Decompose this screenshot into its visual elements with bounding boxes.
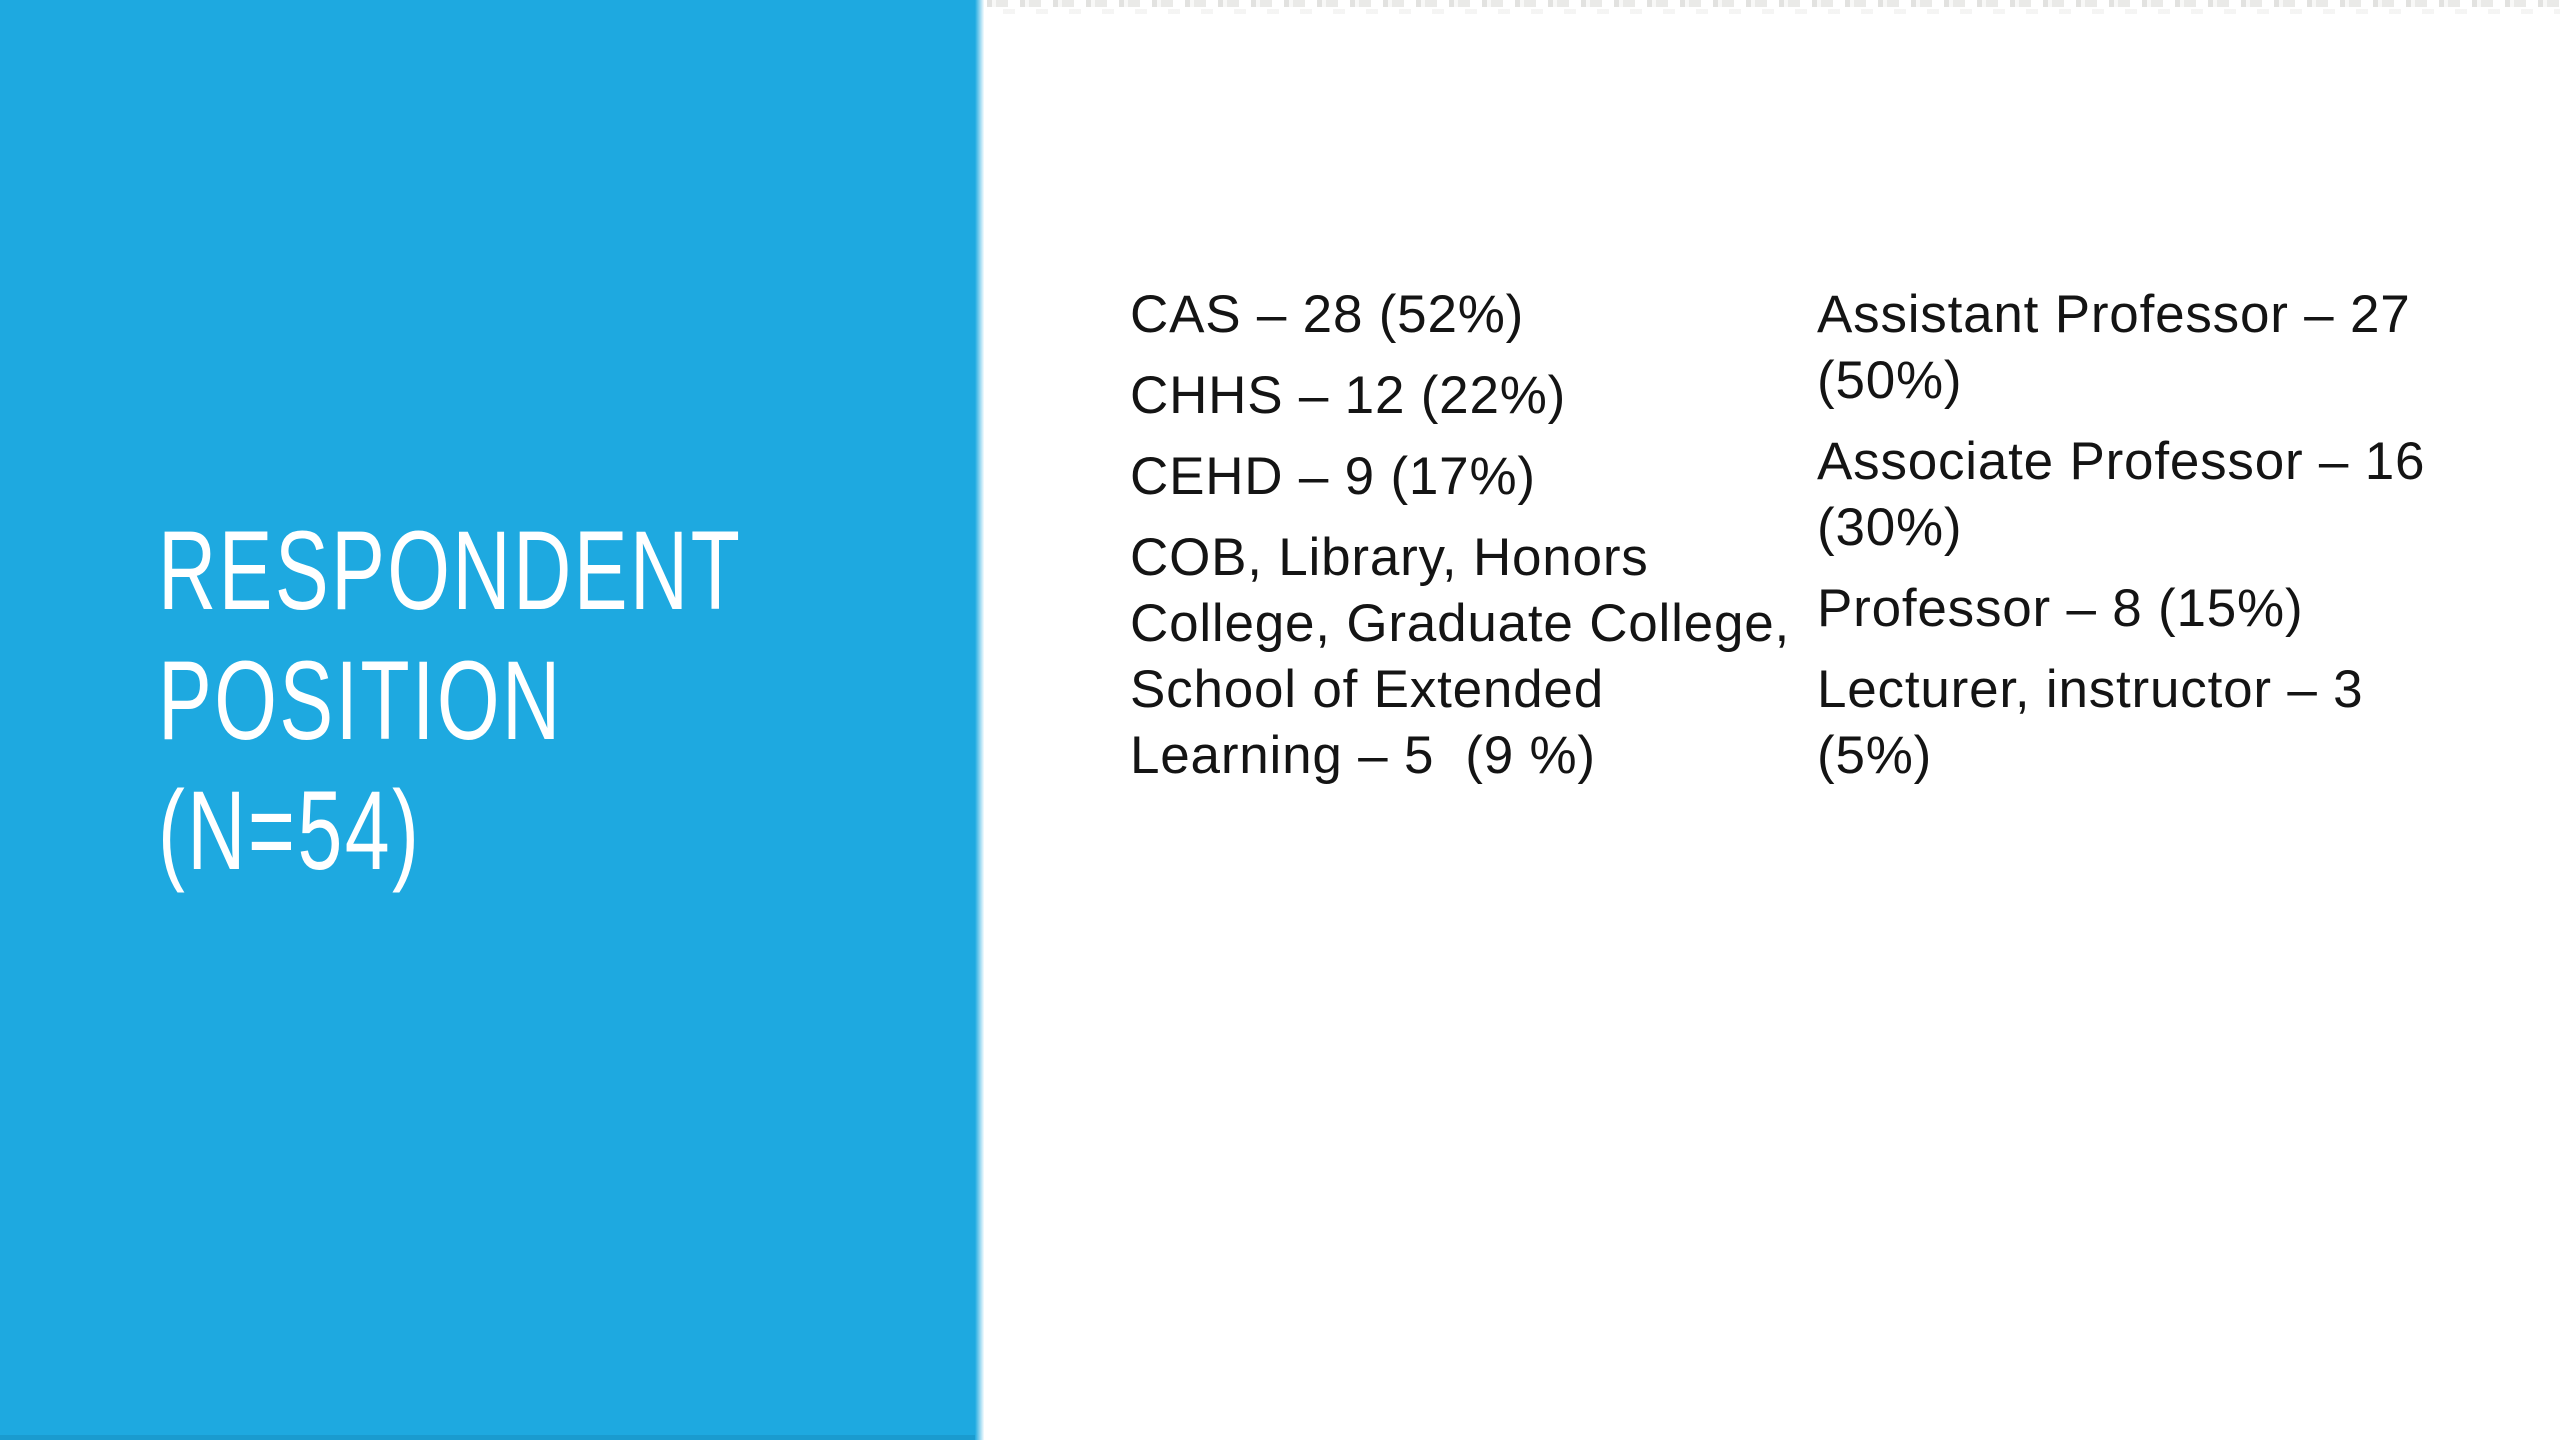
text-line: Lecturer, instructor – 3 xyxy=(1817,660,2364,719)
list-item: COB, Library, Honors College, Graduate Co… xyxy=(1130,525,1790,789)
text-line: Assistant Professor – 27 xyxy=(1817,285,2411,344)
text-line: (30%) xyxy=(1817,498,1963,557)
text-line: School of Extended xyxy=(1130,660,1604,719)
text-line: (50%) xyxy=(1817,351,1963,410)
list-item: CAS – 28 (52%) xyxy=(1130,282,1790,348)
text-line: COB, Library, Honors xyxy=(1130,528,1649,587)
text-line: CHHS – 12 (22%) xyxy=(1130,366,1567,425)
title-line: RESPONDENT xyxy=(158,508,743,633)
title-panel: RESPONDENT POSITION (N=54) xyxy=(0,0,984,1440)
slide-title: RESPONDENT POSITION (N=54) xyxy=(158,506,742,896)
top-edge-artifact-ticks xyxy=(975,0,2560,14)
text-line: CEHD – 9 (17%) xyxy=(1130,447,1536,506)
list-item: Professor – 8 (15%) xyxy=(1817,576,2497,642)
text-line: College, Graduate College, xyxy=(1130,594,1791,653)
list-item: Lecturer, instructor – 3 (5%) xyxy=(1817,657,2497,789)
text-line: (5%) xyxy=(1817,726,1933,785)
position-distribution-column: Assistant Professor – 27 (50%) Associate P… xyxy=(1817,282,2497,804)
title-line: POSITION xyxy=(158,638,563,763)
text-line: CAS – 28 (52%) xyxy=(1130,285,1525,344)
text-line: Learning – 5 (9 %) xyxy=(1130,726,1596,785)
list-item: Assistant Professor – 27 (50%) xyxy=(1817,282,2497,414)
text-line: Associate Professor – 16 xyxy=(1817,432,2426,491)
list-item: CHHS – 12 (22%) xyxy=(1130,363,1790,429)
text-line: Professor – 8 (15%) xyxy=(1817,579,2304,638)
college-distribution-column: CAS – 28 (52%) CHHS – 12 (22%) CEHD – 9 (1… xyxy=(1130,282,1790,804)
list-item: CEHD – 9 (17%) xyxy=(1130,444,1790,510)
list-item: Associate Professor – 16 (30%) xyxy=(1817,429,2497,561)
title-line: (N=54) xyxy=(158,768,422,893)
